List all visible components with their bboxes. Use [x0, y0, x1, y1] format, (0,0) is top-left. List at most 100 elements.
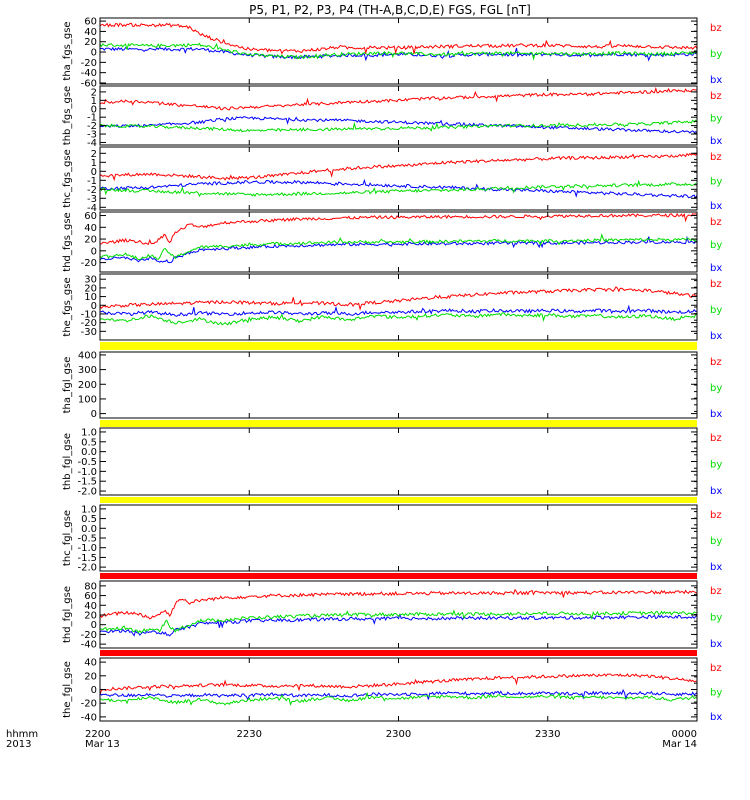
- legend-entry-by: by: [710, 383, 722, 394]
- series-line-bz: [100, 22, 697, 55]
- legend-entry-bz: bz: [710, 217, 722, 228]
- y-tick-label: 20: [84, 671, 97, 682]
- series-line-by: [100, 691, 697, 706]
- legend-entry-bz: bz: [710, 279, 722, 290]
- legend-entry-by: by: [710, 49, 722, 60]
- y-tick-label: -20: [81, 258, 97, 269]
- y-tick-label: 400: [78, 350, 97, 361]
- panel-frame: [99, 504, 698, 572]
- panel-thc_fgl_gse: 1.00.50.0-0.5-1.0-1.5-2.0 thc_fgl_gse bz by…: [62, 504, 722, 573]
- series-line-by: [100, 179, 697, 198]
- x-tick-date-label: Mar 14: [662, 739, 697, 750]
- series-line-bz: [100, 673, 697, 695]
- y-tick-label: -1.5: [77, 477, 97, 488]
- series-line-by: [100, 42, 697, 61]
- y-tick-label: 200: [78, 380, 97, 391]
- series-line-bz: [100, 152, 697, 182]
- x-tick-date-label: Mar 13: [85, 739, 120, 750]
- y-tick-label: 20: [84, 283, 97, 294]
- panel-series-group: [100, 152, 697, 200]
- legend-entry-by: by: [710, 613, 722, 624]
- y-tick-label: 0: [91, 104, 97, 115]
- legend-entry-bz: bz: [710, 586, 722, 597]
- panel-series-group: [100, 86, 697, 134]
- legend-entry-by: by: [710, 305, 722, 316]
- y-tick-label: -60: [81, 78, 97, 89]
- y-tick-label: 0.5: [81, 437, 97, 448]
- panel-tha_fgl_gse: 400 300 200 100 0 tha_fgl_gse bz by bx: [62, 350, 722, 420]
- y-tick-label: 30: [84, 275, 97, 286]
- legend-entry-by: by: [710, 536, 722, 547]
- panel-separator-bar: [100, 420, 697, 427]
- x-tick-label: 2330: [535, 729, 560, 740]
- series-line-bx: [100, 235, 697, 264]
- y-tick-label: -4: [87, 138, 97, 149]
- legend-entry-bx: bx: [710, 486, 722, 497]
- y-tick-label: 0: [91, 409, 97, 420]
- legend-entry-by: by: [710, 688, 722, 699]
- panel-series-group: [100, 588, 697, 637]
- y-tick-label: 1.0: [81, 427, 97, 438]
- y-tick-label: -2.0: [77, 487, 97, 498]
- y-tick-label: 1: [91, 96, 97, 107]
- y-tick-label: -40: [81, 640, 97, 651]
- panel-frame: [99, 427, 698, 496]
- y-tick-label: -1.5: [77, 553, 97, 564]
- y-tick-label: -20: [81, 58, 97, 69]
- x-tick-label: 2230: [237, 729, 262, 740]
- legend-entry-bx: bx: [710, 201, 722, 212]
- y-tick-label: 300: [78, 365, 97, 376]
- y-tick-label: -40: [81, 712, 97, 723]
- y-tick-label: 10: [84, 292, 97, 303]
- y-axis-label: tha_fgs_gse: [62, 21, 73, 80]
- panel-frame: [99, 17, 698, 85]
- legend-entry-by: by: [710, 240, 722, 251]
- series-line-bz: [100, 86, 697, 111]
- legend-entry-bx: bx: [710, 639, 722, 650]
- y-tick-label: 0.0: [81, 447, 97, 458]
- series-line-bx: [100, 688, 697, 702]
- y-tick-label: 0: [91, 167, 97, 178]
- legend-entry-bz: bz: [710, 663, 722, 674]
- legend-entry-bx: bx: [710, 263, 722, 274]
- y-tick-label: 40: [84, 601, 97, 612]
- series-line-bx: [100, 46, 697, 62]
- series-line-bx: [100, 612, 697, 637]
- y-tick-label: -1: [87, 176, 97, 187]
- legend-entry-bz: bz: [710, 23, 722, 34]
- legend-entry-bx: bx: [710, 75, 722, 86]
- y-tick-label: 0: [91, 685, 97, 696]
- y-tick-label: -1.0: [77, 543, 97, 554]
- y-axis-label: thb_fgs_gse: [62, 86, 73, 145]
- legend-entry-bx: bx: [710, 136, 722, 147]
- panel-separator-bar: [100, 497, 697, 503]
- y-tick-label: -1: [87, 113, 97, 124]
- panel-the_fgl_gse: 40 20 0 -20 -40 the_fgl_gse bz by bx: [62, 657, 722, 723]
- y-tick-label: 1: [91, 158, 97, 169]
- panel-frame: [99, 580, 698, 649]
- series-line-by: [100, 609, 697, 634]
- panel-frame: [99, 351, 698, 419]
- series-line-bx: [100, 178, 697, 200]
- y-tick-label: -20: [81, 318, 97, 329]
- y-tick-label: 20: [84, 37, 97, 48]
- y-tick-label: 100: [78, 394, 97, 405]
- y-tick-label: 20: [84, 235, 97, 246]
- y-axis-label: tha_fgl_gse: [62, 357, 73, 414]
- panel-thb_fgl_gse: 1.00.50.0-0.5-1.0-1.5-2.0 thb_fgl_gse bz by…: [62, 427, 722, 497]
- y-tick-label: -3: [87, 130, 97, 141]
- panel-series-group: [100, 22, 697, 62]
- y-tick-label: 40: [84, 27, 97, 38]
- y-axis-label: thd_fgl_gse: [62, 586, 73, 643]
- y-tick-label: 80: [84, 581, 97, 592]
- y-axis-label: thb_fgl_gse: [62, 433, 73, 490]
- legend-entry-by: by: [710, 177, 722, 188]
- x-axis-year-label: 2013: [6, 739, 31, 750]
- y-tick-label: 0: [91, 620, 97, 631]
- series-line-bz: [100, 212, 697, 246]
- x-tick-label: 2200: [85, 729, 110, 740]
